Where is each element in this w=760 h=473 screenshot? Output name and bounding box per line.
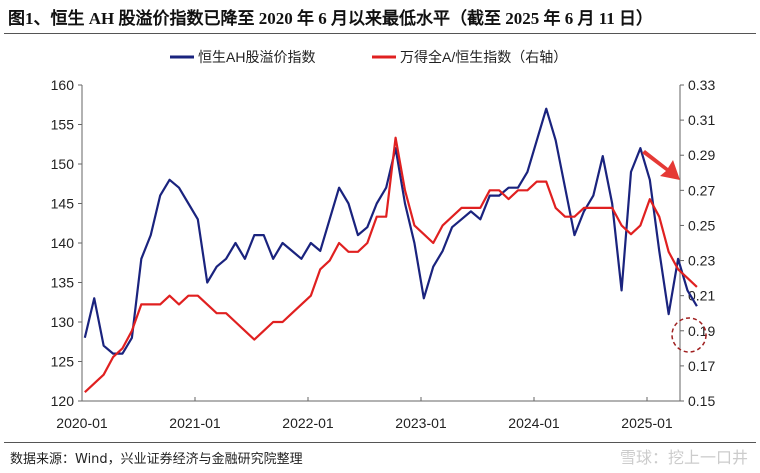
legend-label: 万得全A/恒生指数（右轴）	[400, 49, 567, 65]
right-tick-label: 0.33	[688, 77, 715, 93]
left-tick-label: 135	[51, 275, 75, 291]
left-tick-label: 140	[51, 235, 75, 251]
left-tick-label: 145	[51, 196, 75, 212]
right-tick-label: 0.31	[688, 112, 715, 128]
left-tick-label: 125	[51, 354, 75, 370]
x-tick-label: 2024-01	[508, 415, 560, 431]
legend-label: 恒生AH股溢价指数	[198, 49, 315, 65]
down-arrow-annotation	[642, 150, 680, 180]
series-line-2	[84, 136, 698, 394]
x-tick-label: 2020-01	[56, 415, 108, 431]
left-tick-label: 160	[51, 77, 75, 93]
right-tick-label: 0.17	[688, 358, 715, 374]
right-tick-label: 0.25	[688, 217, 715, 233]
title-divider	[4, 33, 756, 34]
left-tick-label: 120	[51, 393, 75, 409]
left-tick-label: 155	[51, 117, 75, 133]
chart-title: 图1、恒生 AH 股溢价指数已降至 2020 年 6 月以来最低水平（截至 20…	[8, 9, 654, 28]
left-tick-label: 150	[51, 156, 75, 172]
x-tick-label: 2025-01	[621, 415, 673, 431]
highlight-circle-annotation	[671, 317, 707, 353]
right-tick-label: 0.15	[688, 393, 715, 409]
footer-divider	[4, 442, 756, 443]
x-tick-label: 2023-01	[395, 415, 447, 431]
watermark: 雪球：挖上一口井	[619, 448, 748, 467]
right-tick-label: 0.29	[688, 147, 715, 163]
source-note: 数据来源：Wind，兴业证券经济与金融研究院整理	[10, 452, 303, 467]
left-tick-label: 130	[51, 314, 75, 330]
right-tick-label: 0.21	[688, 288, 715, 304]
x-tick-label: 2022-01	[282, 415, 334, 431]
right-tick-label: 0.23	[688, 253, 715, 269]
x-tick-label: 2021-01	[169, 415, 221, 431]
right-tick-label: 0.19	[688, 323, 715, 339]
right-tick-label: 0.27	[688, 182, 715, 198]
series-line-1	[83, 107, 698, 355]
